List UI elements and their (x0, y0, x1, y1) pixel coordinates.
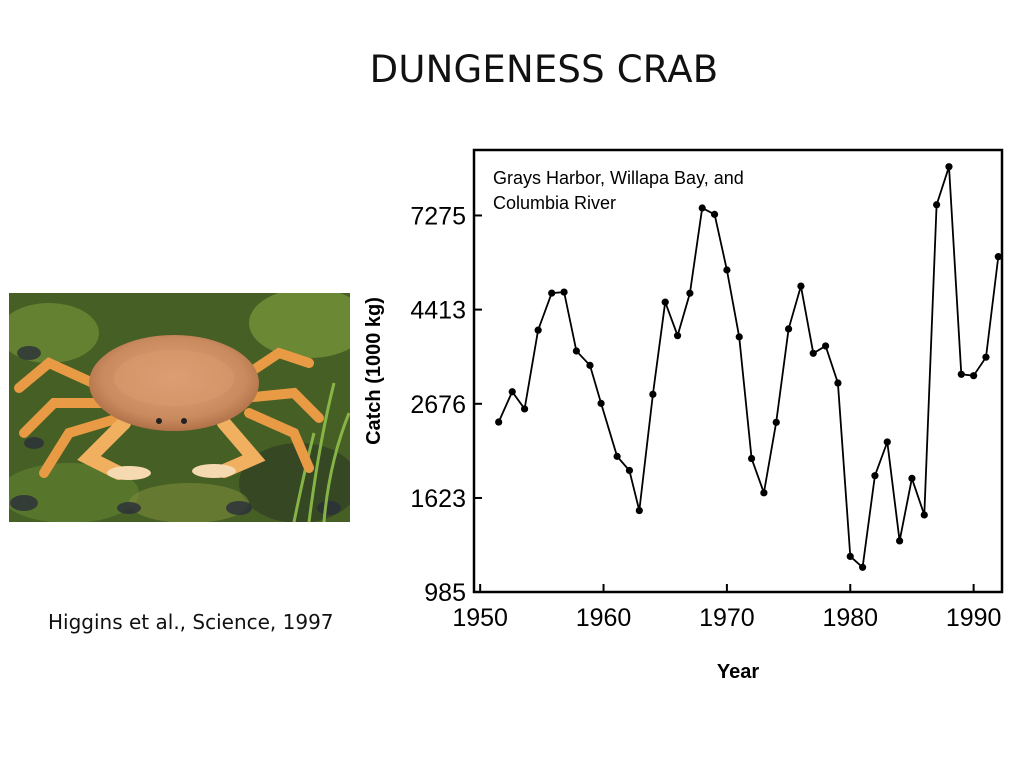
data-point (572, 347, 580, 355)
data-point (560, 288, 568, 296)
plot-area: 1950 1960 1970 1980 1990 985 1623 2676 4413 7275 Y… (363, 148, 1004, 683)
data-point (520, 405, 529, 413)
data-point (809, 349, 817, 357)
data-point (970, 372, 978, 380)
data-point (896, 537, 904, 545)
data-point (772, 418, 780, 426)
data-point (871, 472, 879, 480)
x-tick-label: 1990 (946, 604, 1002, 632)
x-axis-title: Year (717, 661, 759, 683)
data-point (635, 506, 643, 515)
data-point (883, 438, 891, 446)
data-point (698, 204, 706, 212)
y-tick-label: 985 (424, 579, 466, 607)
crab-photo (9, 293, 350, 522)
data-point (920, 511, 928, 519)
data-point (735, 333, 743, 341)
data-point (597, 399, 605, 407)
x-tick-label: 1960 (576, 604, 632, 632)
data-point (747, 454, 756, 463)
data-point (613, 452, 621, 460)
data-point (982, 353, 990, 361)
data-point (834, 379, 842, 387)
data-point (625, 466, 634, 475)
chart-annotation: Grays Harbor, Willapa Bay, and (493, 168, 744, 188)
data-point (710, 210, 719, 218)
data-point (649, 390, 657, 398)
data-point (908, 474, 916, 482)
y-axis-title: Catch (1000 kg) (363, 297, 385, 445)
data-point (784, 325, 793, 333)
data-point (508, 388, 516, 396)
x-tick-label: 1970 (699, 604, 755, 632)
data-point (821, 342, 830, 350)
data-point (686, 289, 694, 297)
data-point (495, 418, 503, 426)
y-tick-label: 4413 (410, 297, 466, 325)
catch-line-chart: 1950 1960 1970 1980 1990 985 1623 2676 4413 7275 Y… (363, 148, 1004, 683)
data-point (661, 298, 669, 306)
data-point (760, 489, 768, 497)
data-point (957, 370, 965, 378)
y-tick-label: 2676 (410, 391, 466, 419)
x-tick-label: 1980 (822, 604, 878, 632)
y-tick-label: 1623 (410, 485, 466, 513)
data-point (933, 201, 941, 209)
data-point (673, 332, 682, 340)
data-point (797, 282, 805, 290)
data-point (586, 361, 594, 369)
data-point (994, 253, 1002, 261)
data-point (858, 563, 867, 571)
slide-title: DUNGENESS CRAB (369, 48, 719, 91)
data-point (534, 326, 542, 334)
data-point (945, 163, 953, 171)
x-tick-label: 1950 (452, 604, 508, 632)
series-line (497, 166, 1000, 570)
data-point (548, 289, 556, 297)
data-point (846, 552, 854, 560)
plot-frame (472, 148, 1004, 594)
citation: Higgins et al., Science, 1997 (48, 610, 334, 634)
chart-annotation: Columbia River (493, 193, 616, 213)
y-tick-label: 7275 (410, 202, 466, 230)
data-point (723, 266, 731, 274)
